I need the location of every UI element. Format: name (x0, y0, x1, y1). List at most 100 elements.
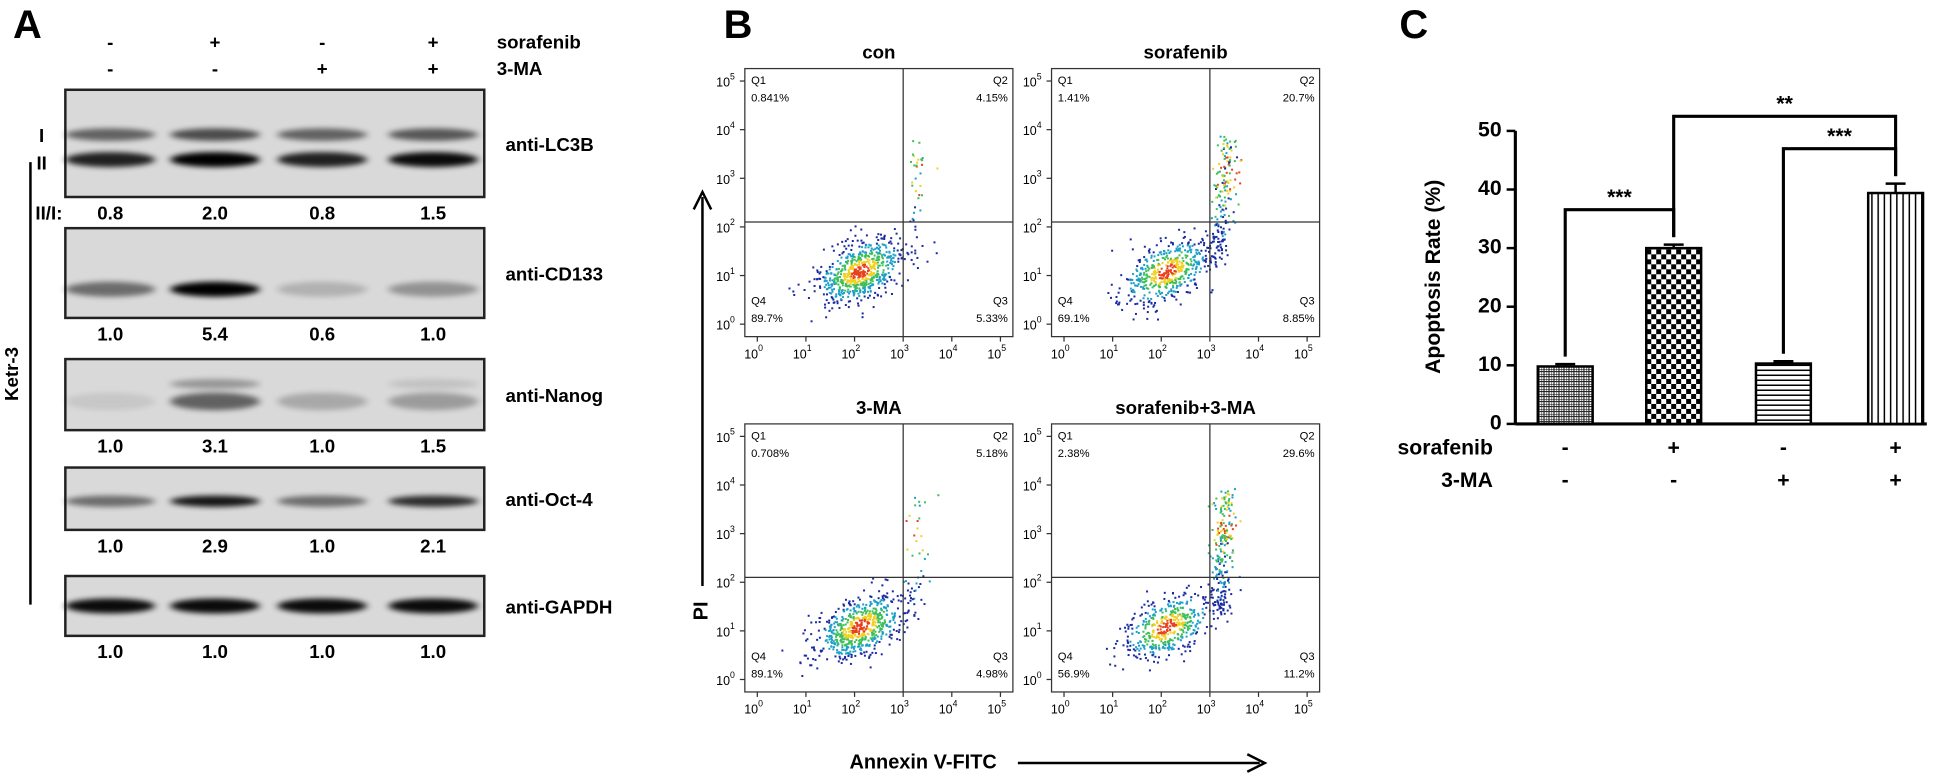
event-dot (1234, 145, 1237, 148)
event-dot (1226, 189, 1229, 192)
event-dot (915, 540, 918, 543)
event-dot (1127, 654, 1130, 657)
event-dot (874, 652, 877, 655)
event-dot (1156, 271, 1159, 274)
event-dot (826, 620, 829, 623)
event-dot (863, 620, 866, 623)
event-dot (828, 621, 831, 624)
event-dot (1147, 301, 1150, 304)
event-dot (861, 275, 864, 278)
event-dot (863, 633, 866, 636)
event-dot (1185, 624, 1188, 627)
event-dot (810, 621, 813, 624)
event-dot (876, 246, 878, 249)
blot-band (277, 598, 368, 614)
event-dot (1148, 619, 1151, 622)
event-dot (1134, 284, 1137, 287)
event-dot (1233, 488, 1236, 491)
x-tick-label: 103 (890, 699, 909, 717)
event-dot (858, 639, 861, 642)
event-dot (916, 520, 919, 523)
event-dot (1179, 639, 1182, 642)
event-dot (921, 244, 924, 247)
event-dot (1206, 234, 1209, 237)
event-dot (1151, 643, 1154, 646)
event-dot (834, 655, 837, 658)
event-dot (857, 276, 860, 279)
event-dot (1228, 514, 1231, 517)
event-dot (1214, 236, 1217, 239)
tick-exponent: 1 (1113, 699, 1118, 709)
event-dot (1176, 245, 1179, 248)
tick-exponent: 2 (1037, 217, 1042, 227)
y-tick-label: 100 (716, 670, 735, 688)
tick-base: 10 (939, 348, 953, 362)
event-dot (836, 243, 839, 246)
event-dot (1172, 261, 1175, 264)
event-dot (1183, 621, 1186, 624)
event-dot (1143, 278, 1146, 281)
event-dot (836, 631, 839, 634)
event-dot (850, 260, 853, 263)
event-dot (1172, 648, 1175, 651)
event-dot (834, 621, 837, 624)
event-dot (857, 292, 860, 295)
event-dot (884, 278, 887, 281)
event-dot (876, 626, 879, 629)
event-dot (865, 283, 868, 286)
event-dot (1188, 627, 1191, 630)
event-dot (1215, 575, 1218, 578)
band-ratio: 1.5 (420, 202, 446, 223)
event-dot (840, 625, 843, 628)
event-dot (1225, 542, 1228, 545)
treatment-label: 3-MA (1441, 469, 1493, 492)
event-dot (1212, 232, 1215, 235)
event-dot (1159, 628, 1162, 631)
event-dot (887, 272, 890, 275)
event-dot (1146, 659, 1149, 662)
event-dot (880, 609, 883, 612)
band-ratio: 1.0 (420, 323, 446, 344)
event-dot (1223, 496, 1226, 499)
event-dot (852, 627, 855, 630)
event-dot (1173, 270, 1176, 273)
event-dot (1199, 267, 1202, 270)
event-dot (849, 267, 852, 270)
event-dot (1228, 521, 1231, 524)
event-dot (1219, 530, 1222, 533)
event-dot (841, 646, 844, 649)
event-dot (1178, 228, 1181, 231)
event-dot (858, 245, 861, 248)
event-dot (1143, 294, 1146, 297)
tick-exponent: 2 (1162, 699, 1167, 709)
band-ratio: 1.0 (97, 641, 123, 662)
event-dot (868, 655, 871, 658)
event-dot (847, 652, 850, 655)
event-dot (1151, 625, 1154, 628)
scatter-dots (1105, 488, 1242, 672)
event-dot (840, 291, 843, 294)
event-dot (1129, 624, 1132, 627)
blot-band (65, 598, 156, 614)
event-dot (879, 233, 882, 236)
event-dot (836, 644, 839, 647)
event-dot (1157, 631, 1160, 634)
event-dot (838, 655, 841, 658)
event-dot (1151, 286, 1154, 289)
event-dot (879, 600, 882, 603)
event-dot (852, 283, 855, 286)
event-dot (893, 261, 896, 264)
event-dot (870, 272, 873, 275)
event-dot (879, 628, 882, 631)
event-dot (1221, 153, 1224, 156)
event-dot (883, 622, 886, 625)
tick-base: 10 (716, 431, 730, 445)
event-dot (1145, 632, 1148, 635)
event-dot (865, 276, 868, 279)
event-dot (1189, 633, 1192, 636)
tick-base: 10 (939, 703, 953, 717)
event-dot (861, 632, 864, 635)
event-dot (1196, 262, 1199, 265)
event-dot (919, 172, 922, 175)
event-dot (926, 553, 929, 556)
